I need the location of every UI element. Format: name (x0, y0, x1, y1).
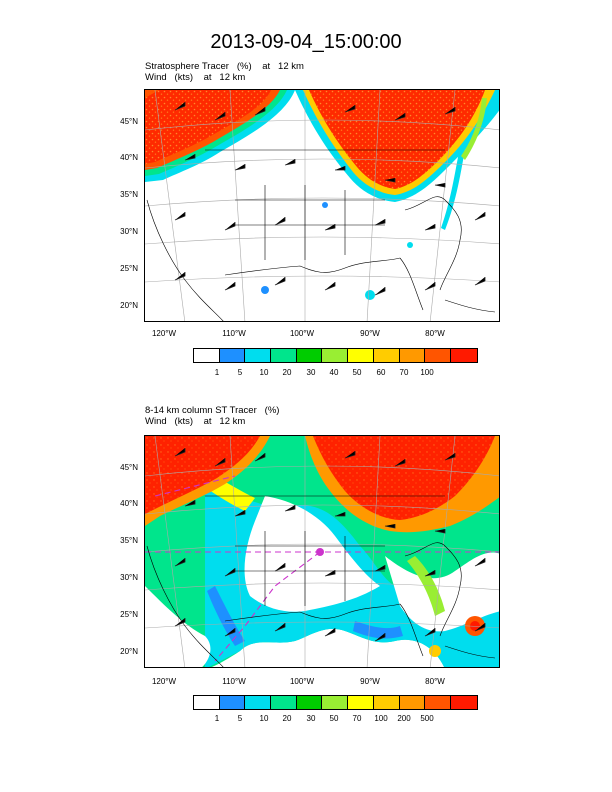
panel2-colorbar-label: 70 (352, 714, 362, 723)
flight-track (145, 475, 499, 662)
wind-barbs (174, 102, 486, 296)
panel1-lon-label: 120°W (151, 329, 177, 338)
tracer-blob (261, 286, 269, 294)
panel1-colorbar-label: 20 (282, 368, 292, 377)
tracer-streak-east-inner (461, 98, 487, 160)
panel2-colorbar-label: 30 (306, 714, 316, 723)
tracer-streak-east (441, 150, 465, 230)
colorbar-box (194, 349, 220, 362)
tracer-blob (407, 242, 413, 248)
panel2-title-line2: Wind (kts) at 12 km (145, 416, 246, 427)
colorbar-box (450, 349, 477, 362)
wind-barbs (174, 448, 486, 642)
tracer-field-yellow-east (407, 556, 445, 616)
panel1-lat-label: 40°N (120, 153, 138, 162)
panel1-lon-label: 110°W (222, 329, 246, 338)
tracer-field-white (385, 552, 499, 632)
panel1-lat-label: 25°N (120, 264, 138, 273)
panel2-lon-label: 80°W (425, 677, 445, 686)
panel2-colorbar (193, 695, 478, 710)
tracer-blob (470, 621, 480, 631)
panel2-map (144, 435, 500, 668)
tracer-field-blue (207, 586, 245, 646)
colorbar-box (373, 349, 400, 362)
panel2-colorbar-label: 100 (374, 714, 388, 723)
colorbar-box (322, 349, 349, 362)
panel1-colorbar-label: 30 (306, 368, 316, 377)
panel2-colorbar-label: 20 (282, 714, 292, 723)
panel1-map (144, 89, 500, 322)
panel1-colorbar (193, 348, 478, 363)
panel2-lon-label: 100°W (289, 677, 315, 686)
colorbar-box (399, 696, 426, 709)
marker-point (316, 548, 324, 556)
colorbar-box (348, 696, 374, 709)
tracer-core-nw (145, 90, 271, 164)
panel1-colorbar-label: 50 (352, 368, 362, 377)
colorbar-box (271, 696, 297, 709)
figure-title: 2013-09-04_15:00:00 (210, 31, 402, 53)
panel2-lat-label: 35°N (120, 536, 138, 545)
panel1-lon-label: 90°W (360, 329, 380, 338)
panel2-colorbar-label: 10 (259, 714, 269, 723)
colorbar-box (322, 696, 349, 709)
panel1-lat-label: 30°N (120, 227, 138, 236)
colorbar-box (399, 349, 426, 362)
panel2-colorbar-label: 50 (329, 714, 339, 723)
colorbar-box (219, 349, 246, 362)
panel2-colorbar-label: 200 (397, 714, 411, 723)
panel2-title-line1: 8-14 km column ST Tracer (%) (145, 405, 280, 416)
panel2-lat-label: 45°N (120, 463, 138, 472)
colorbar-box (245, 349, 272, 362)
colorbar-box (271, 349, 297, 362)
panel1-colorbar-label: 100 (420, 368, 434, 377)
tracer-core-ne (309, 90, 485, 189)
panel2-colorbar-label: 500 (420, 714, 434, 723)
colorbar-box (296, 696, 323, 709)
panel1-title-line1: Stratosphere Tracer (%) at 12 km (145, 61, 304, 72)
panel1-colorbar-label: 5 (237, 368, 243, 377)
panel2-lat-label: 25°N (120, 610, 138, 619)
colorbar-box (245, 696, 272, 709)
panel1-colorbar-label: 1 (214, 368, 220, 377)
coastlines (146, 495, 496, 667)
panel1-lat-label: 35°N (120, 190, 138, 199)
tracer-blob (365, 290, 375, 300)
panel2-title: 8-14 km column ST Tracer (%) Wind (kts) … (145, 405, 279, 427)
colorbar-box (450, 696, 477, 709)
colorbar-box (296, 349, 323, 362)
panel1-colorbar-label: 10 (259, 368, 269, 377)
tracer-field-white (145, 586, 211, 667)
colorbar-box (425, 696, 451, 709)
coastlines (146, 149, 496, 321)
panel2-lat-label: 40°N (120, 499, 138, 508)
colorbar-box (194, 696, 220, 709)
colorbar-box (373, 696, 400, 709)
panel1-colorbar-label: 60 (376, 368, 386, 377)
panel2-colorbar-label: 1 (214, 714, 220, 723)
panel2-lon-label: 110°W (222, 677, 246, 686)
panel1-colorbar-label: 70 (399, 368, 409, 377)
tracer-field-blue (353, 621, 403, 639)
panel2-lat-label: 20°N (120, 647, 138, 656)
colorbar-box (348, 349, 374, 362)
colorbar-box (425, 349, 451, 362)
panel1-lat-label: 20°N (120, 301, 138, 310)
panel1-colorbar-label: 40 (329, 368, 339, 377)
panel1-title: Stratosphere Tracer (%) at 12 km Wind (k… (145, 61, 304, 83)
panel2-lon-label: 120°W (151, 677, 177, 686)
panel1-lon-label: 80°W (425, 329, 445, 338)
panel1-lon-label: 100°W (289, 329, 315, 338)
panel2-lat-label: 30°N (120, 573, 138, 582)
panel2-lon-label: 90°W (360, 677, 380, 686)
tracer-blob (429, 645, 441, 657)
panel2-colorbar-label: 5 (237, 714, 243, 723)
tracer-blob (322, 202, 328, 208)
panel1-lat-label: 45°N (120, 117, 138, 126)
colorbar-box (219, 696, 246, 709)
panel1-title-line2: Wind (kts) at 12 km (145, 72, 246, 83)
